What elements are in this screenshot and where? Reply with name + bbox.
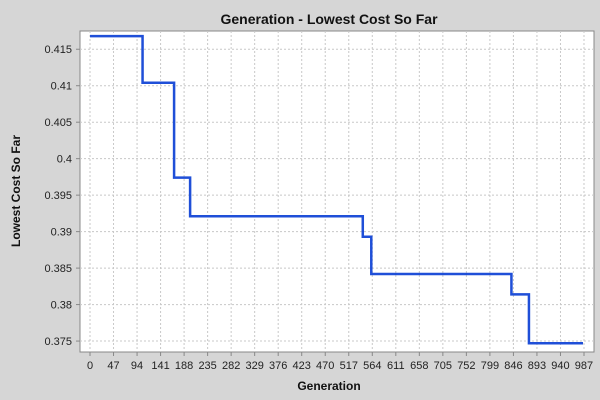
y-tick-label: 0.375	[44, 336, 72, 348]
chart-title: Generation - Lowest Cost So Far	[220, 11, 438, 27]
y-axis-title: Lowest Cost So Far	[9, 135, 23, 247]
x-tick-label: 987	[575, 360, 593, 372]
x-tick-label: 893	[528, 360, 546, 372]
grid-lines	[80, 31, 594, 352]
x-axis-title: Generation	[297, 379, 360, 393]
series-group	[90, 34, 583, 345]
y-tick-label: 0.38	[51, 300, 72, 312]
x-tick-label: 940	[551, 360, 569, 372]
y-tick-label: 0.395	[44, 190, 72, 202]
x-axis-tick-labels: 0 47 94 141 188 235 282 329 376 423 470 517 564 611 65…	[87, 352, 593, 372]
x-tick-label: 94	[131, 360, 143, 372]
x-tick-label: 658	[410, 360, 428, 372]
x-tick-label: 329	[245, 360, 263, 372]
x-tick-label: 470	[316, 360, 334, 372]
y-tick-label: 0.4	[57, 154, 72, 166]
y-tick-label: 0.415	[44, 44, 72, 56]
y-tick-label: 0.385	[44, 263, 72, 275]
x-tick-label: 423	[293, 360, 311, 372]
x-tick-label: 0	[87, 360, 93, 372]
x-tick-label: 752	[457, 360, 475, 372]
plot-area	[79, 30, 595, 353]
x-tick-label: 611	[387, 360, 405, 372]
x-tick-label: 282	[222, 360, 240, 372]
x-tick-label: 705	[434, 360, 452, 372]
y-axis-tick-labels: 0.375 0.38 0.385 0.39 0.395 0.4 0.405 0.41 0.415	[44, 44, 80, 348]
x-tick-label: 564	[363, 360, 381, 372]
y-tick-label: 0.405	[44, 117, 72, 129]
y-tick-label: 0.41	[51, 81, 72, 93]
x-tick-label: 235	[198, 360, 216, 372]
series-line	[90, 34, 583, 345]
y-tick-label: 0.39	[51, 227, 72, 239]
x-tick-label: 846	[504, 360, 522, 372]
x-tick-label: 47	[107, 360, 119, 372]
x-tick-label: 376	[269, 360, 287, 372]
x-tick-label: 799	[481, 360, 499, 372]
x-tick-label: 188	[175, 360, 193, 372]
x-tick-label: 141	[151, 360, 169, 372]
x-tick-label: 517	[340, 360, 358, 372]
